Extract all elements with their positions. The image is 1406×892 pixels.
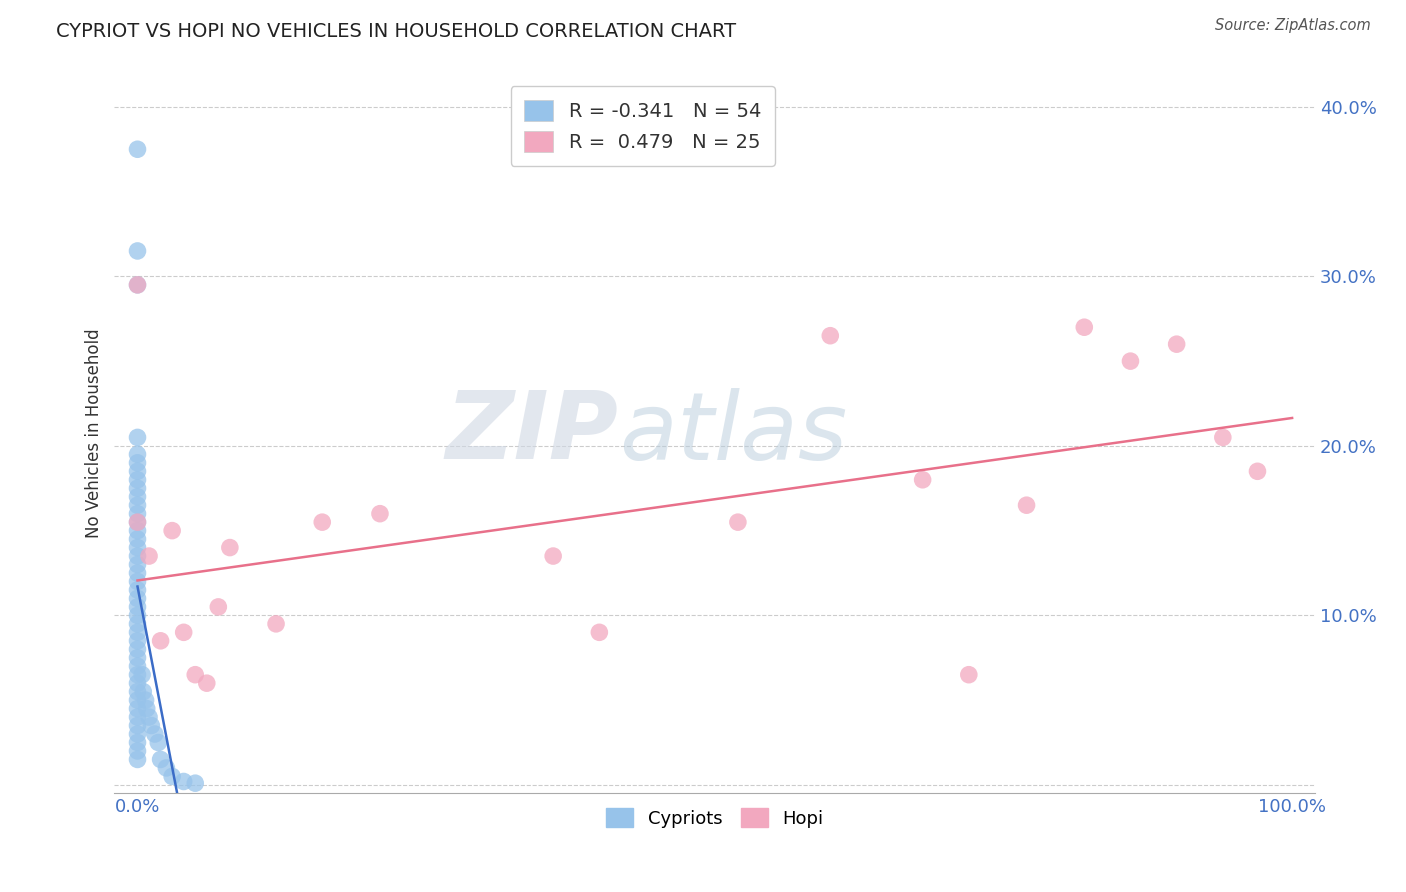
Point xyxy=(127,718,149,732)
Point xyxy=(911,473,934,487)
Point xyxy=(127,591,149,606)
Point xyxy=(143,727,166,741)
Point xyxy=(127,744,149,758)
Point xyxy=(131,667,153,681)
Point xyxy=(127,481,149,495)
Point xyxy=(127,684,149,698)
Text: CYPRIOT VS HOPI NO VEHICLES IN HOUSEHOLD CORRELATION CHART: CYPRIOT VS HOPI NO VEHICLES IN HOUSEHOLD… xyxy=(56,22,737,41)
Legend: Cypriots, Hopi: Cypriots, Hopi xyxy=(599,801,831,835)
Point xyxy=(127,524,149,538)
Point xyxy=(957,667,980,681)
Point xyxy=(368,507,391,521)
Point xyxy=(727,515,749,529)
Point xyxy=(1015,498,1038,512)
Point xyxy=(127,447,149,461)
Point xyxy=(127,727,149,741)
Point xyxy=(127,473,149,487)
Point xyxy=(1166,337,1188,351)
Point xyxy=(127,574,149,589)
Text: Source: ZipAtlas.com: Source: ZipAtlas.com xyxy=(1215,18,1371,33)
Point xyxy=(173,774,195,789)
Point xyxy=(127,599,149,614)
Point xyxy=(127,566,149,580)
Point xyxy=(141,718,163,732)
Point xyxy=(127,532,149,546)
Point xyxy=(127,558,149,572)
Point xyxy=(127,693,149,707)
Point xyxy=(588,625,610,640)
Point xyxy=(127,625,149,640)
Point xyxy=(127,667,149,681)
Point xyxy=(138,710,160,724)
Point xyxy=(184,776,207,790)
Point xyxy=(541,549,564,563)
Point xyxy=(155,761,177,775)
Point xyxy=(127,701,149,715)
Text: ZIP: ZIP xyxy=(446,387,619,479)
Point xyxy=(127,142,149,156)
Point xyxy=(127,456,149,470)
Point xyxy=(127,515,149,529)
Point xyxy=(127,498,149,512)
Point xyxy=(195,676,218,690)
Point xyxy=(127,752,149,766)
Point xyxy=(160,769,183,783)
Point xyxy=(149,633,172,648)
Point xyxy=(173,625,195,640)
Point xyxy=(160,524,183,538)
Point xyxy=(135,701,157,715)
Point xyxy=(127,277,149,292)
Y-axis label: No Vehicles in Household: No Vehicles in Household xyxy=(86,328,103,538)
Point xyxy=(127,277,149,292)
Point xyxy=(820,328,842,343)
Point xyxy=(148,735,170,749)
Point xyxy=(264,616,287,631)
Point xyxy=(127,650,149,665)
Point xyxy=(127,735,149,749)
Point xyxy=(1119,354,1142,368)
Point xyxy=(127,616,149,631)
Text: atlas: atlas xyxy=(619,388,846,479)
Point xyxy=(311,515,333,529)
Point xyxy=(127,608,149,623)
Point xyxy=(138,549,160,563)
Point xyxy=(1246,464,1268,478)
Point xyxy=(127,490,149,504)
Point xyxy=(132,684,155,698)
Point xyxy=(127,642,149,657)
Point xyxy=(127,507,149,521)
Point xyxy=(127,582,149,597)
Point xyxy=(207,599,229,614)
Point xyxy=(127,541,149,555)
Point xyxy=(135,693,157,707)
Point xyxy=(127,515,149,529)
Point xyxy=(149,752,172,766)
Point xyxy=(1212,430,1234,444)
Point xyxy=(127,659,149,673)
Point xyxy=(127,549,149,563)
Point xyxy=(127,430,149,444)
Point xyxy=(218,541,240,555)
Point xyxy=(127,676,149,690)
Point xyxy=(127,464,149,478)
Point xyxy=(1073,320,1095,334)
Point xyxy=(127,244,149,258)
Point xyxy=(127,633,149,648)
Point xyxy=(184,667,207,681)
Point xyxy=(127,710,149,724)
